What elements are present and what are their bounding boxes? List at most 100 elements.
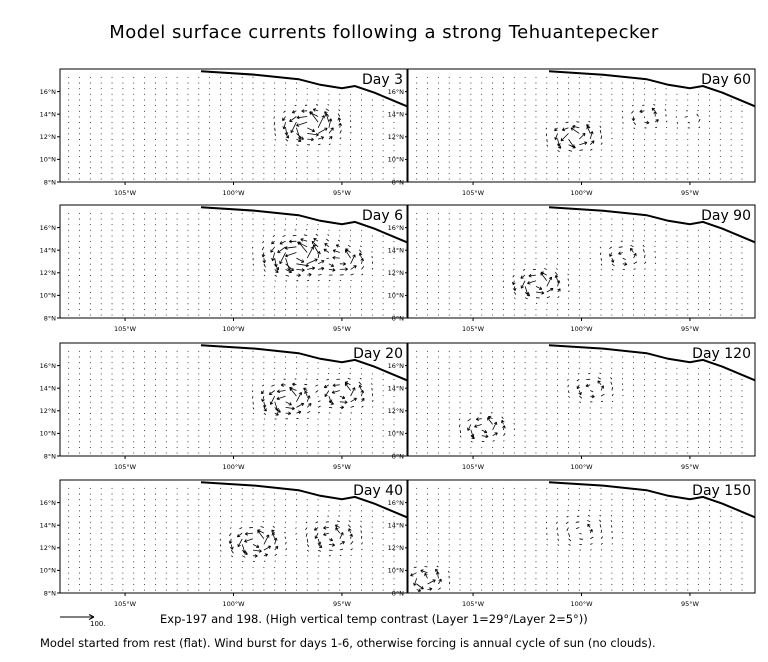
vector-arrow [339, 262, 347, 266]
vector-arrow [285, 144, 287, 146]
vector-arrow [512, 280, 516, 286]
vector-arrow [263, 545, 272, 551]
vector-arrow [585, 383, 591, 388]
vector-arrow [263, 407, 267, 412]
vector-arrow [274, 553, 278, 557]
vector-arrow [371, 406, 374, 408]
vector-arrow [285, 406, 295, 411]
vector-arrow [600, 149, 603, 151]
vector-arrow [590, 543, 593, 545]
panel-day-120: 105°W 100°W 95°W 8°N 10°N 12°N 14°N 16°N Day 120 [388, 342, 756, 471]
vector-arrow [570, 127, 580, 134]
vector-arrow [589, 140, 595, 145]
vector-arrow [326, 238, 330, 242]
panel-day-60: 105°W 100°W 95°W 8°N 10°N 12°N 14°N 16°N Day 60 [388, 68, 756, 197]
vector-arrow [567, 384, 569, 388]
vector-arrow [600, 263, 603, 266]
vector-arrow [557, 533, 559, 536]
x-tick-label: 95°W [681, 600, 700, 608]
vector-arrow [291, 110, 297, 114]
vector-arrow [618, 246, 623, 248]
vector-arrow [328, 395, 333, 403]
vector-arrow [545, 515, 548, 518]
vector-arrow [568, 390, 570, 394]
vector-arrow [295, 521, 297, 523]
vector-arrow [459, 429, 461, 434]
vector-arrow [307, 137, 314, 142]
y-tick-label: 12°N [40, 407, 57, 415]
panel-day-90: 105°W 100°W 95°W 8°N 10°N 12°N 14°N 16°N Day 90 [388, 204, 756, 333]
vector-arrow [631, 240, 634, 242]
vector-arrow [361, 405, 364, 408]
vector-arrow [435, 568, 439, 573]
vector-arrow [337, 239, 341, 242]
vector-arrow [556, 515, 558, 518]
y-tick-label: 14°N [388, 247, 405, 255]
vector-arrow [339, 541, 345, 545]
vector-arrow [586, 124, 591, 129]
vector-arrow [350, 548, 353, 551]
y-tick-label: 14°N [388, 111, 405, 119]
vector-arrow [323, 248, 330, 253]
vector-arrow [317, 544, 323, 548]
vector-arrow [371, 383, 373, 386]
vector-arrow [644, 120, 650, 125]
vector-arrow [347, 377, 351, 380]
vector-arrow [303, 234, 308, 236]
vector-arrow [554, 272, 558, 276]
vector-arrow [360, 530, 362, 534]
vector-arrow [348, 520, 351, 523]
vector-arrow [600, 121, 602, 123]
vector-arrow [555, 121, 558, 124]
vector-arrow [524, 297, 528, 300]
vector-arrow [252, 246, 254, 249]
vector-arrow [651, 107, 656, 112]
vector-arrow [274, 418, 277, 420]
vector-arrow [274, 274, 278, 277]
vector-arrow [284, 531, 286, 534]
vector-arrow [589, 528, 593, 534]
vector-arrow [560, 133, 569, 142]
vector-arrow [633, 261, 638, 265]
vector-arrow [231, 555, 234, 558]
vector-arrow [576, 378, 580, 382]
vector-arrow [280, 383, 286, 387]
reference-arrow-icon [60, 614, 95, 620]
y-tick-label: 12°N [388, 407, 405, 415]
vector-arrow [350, 397, 357, 403]
vector-arrow [317, 251, 321, 259]
vector-arrow [296, 544, 298, 546]
vector-arrow [555, 521, 558, 524]
vector-arrow [263, 418, 266, 420]
vector-arrow [230, 544, 234, 550]
vector-arrow [467, 424, 472, 431]
y-tick-label: 16°N [388, 499, 405, 507]
vector-arrow [345, 248, 351, 253]
panel-day-label: Day 90 [701, 208, 751, 224]
vector-arrow [307, 417, 309, 420]
vector-arrow [324, 243, 330, 248]
vector-arrow [252, 384, 254, 386]
coastline [200, 70, 408, 108]
vector-arrow [328, 143, 331, 146]
vector-arrow [273, 537, 278, 545]
vector-arrow [312, 108, 319, 112]
vector-arrow [361, 548, 363, 551]
vector-arrow [611, 537, 614, 539]
vector-arrow [653, 111, 658, 117]
vector-arrow [252, 554, 258, 558]
vector-arrow [261, 384, 265, 387]
vector-arrow [546, 288, 554, 293]
vector-arrow [540, 271, 547, 276]
vector-arrow [644, 261, 647, 265]
vector-arrow [338, 122, 342, 128]
y-tick-label: 10°N [40, 156, 57, 164]
vector-arrow [279, 252, 286, 265]
vector-arrow [632, 104, 634, 107]
vector-arrow [334, 524, 340, 528]
vector-arrow [339, 137, 342, 140]
vector-arrow [600, 135, 602, 140]
panel-day-150: 105°W 100°W 95°W 8°N 10°N 12°N 14°N 16°N Day 150 [388, 479, 756, 608]
vector-arrow [284, 246, 297, 250]
